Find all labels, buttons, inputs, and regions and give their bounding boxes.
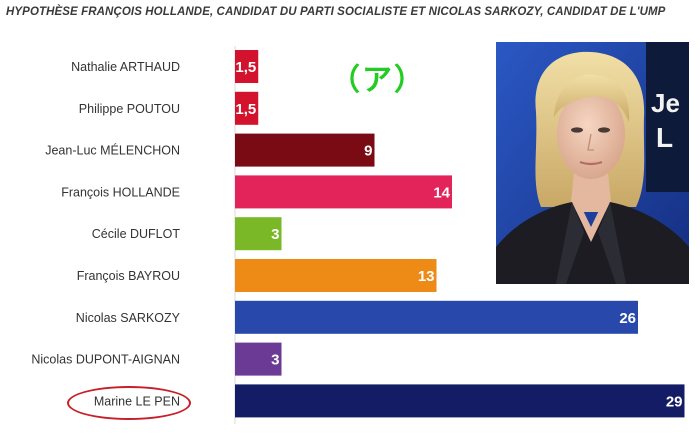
bar <box>235 91 259 125</box>
bar <box>235 175 452 209</box>
bar <box>235 300 638 334</box>
bar-value-label: 14 <box>433 184 450 201</box>
bar-value-label: 3 <box>271 352 279 369</box>
bar-value-label: 3 <box>271 226 279 243</box>
bar <box>235 342 282 376</box>
bar-value-label: 26 <box>619 310 636 327</box>
bar-value-label: 13 <box>418 268 435 285</box>
candidate-label: Jean-Luc MÉLENCHON <box>45 143 180 158</box>
candidate-label: Cécile DUFLOT <box>92 227 181 241</box>
candidate-label: Nicolas DUPONT-AIGNAN <box>31 353 180 367</box>
highlight-circle <box>67 386 191 420</box>
candidate-label: Philippe POUTOU <box>79 102 180 116</box>
bar <box>235 384 685 418</box>
bar <box>235 50 259 83</box>
backdrop-text: Je <box>651 88 680 118</box>
candidate-label: François BAYROU <box>77 269 180 283</box>
bar-value-label: 1,5 <box>235 101 256 118</box>
backdrop-letter: L <box>656 122 673 153</box>
candidate-label: Nathalie ARTHAUD <box>71 60 180 74</box>
bar-value-label: 29 <box>666 393 683 410</box>
bar <box>235 217 282 251</box>
bar-value-label: 1,5 <box>235 59 256 76</box>
bar <box>235 133 375 167</box>
bar <box>235 259 437 292</box>
bars-group: Nathalie ARTHAUD 1,5 Philippe POUTOU 1,5 Jea… <box>31 50 685 418</box>
candidate-portrait-photo: Je L <box>496 42 689 284</box>
bar-value-label: 9 <box>364 143 372 160</box>
chart-title: HYPOTHÈSE FRANÇOIS HOLLANDE, CANDIDAT DU… <box>6 6 666 18</box>
candidate-label: François HOLLANDE <box>61 185 180 199</box>
candidate-label: Nicolas SARKOZY <box>76 311 181 325</box>
annotation-label: （ア） <box>330 63 426 98</box>
